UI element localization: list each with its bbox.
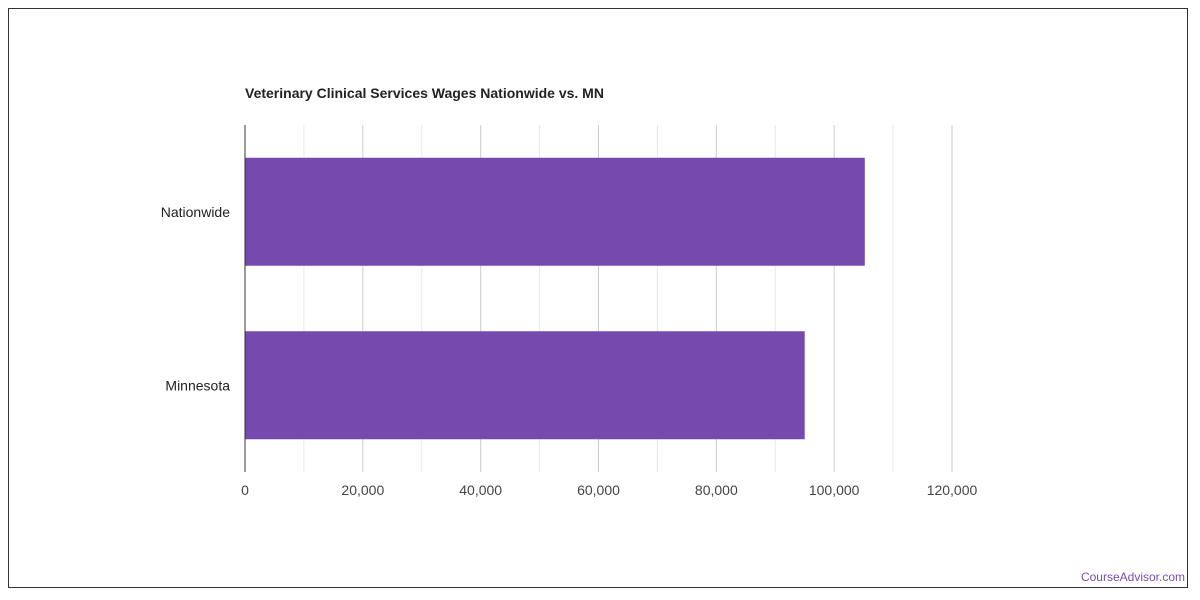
bars [245, 157, 865, 440]
bar-nationwide[interactable] [245, 157, 865, 266]
category-label: Nationwide [161, 204, 230, 220]
category-label: Minnesota [165, 377, 230, 393]
x-tick-label: 80,000 [695, 482, 738, 498]
category-labels: Nationwide Minnesota [161, 204, 230, 394]
x-tick-label: 100,000 [809, 482, 860, 498]
x-tick-label: 40,000 [459, 482, 502, 498]
chart-title: Veterinary Clinical Services Wages Natio… [245, 85, 604, 101]
brand-watermark[interactable]: CourseAdvisor.com [1080, 570, 1185, 584]
x-tick-label: 0 [241, 482, 249, 498]
x-tick-label: 60,000 [577, 482, 620, 498]
x-axis-tick-labels: 0 20,000 40,000 60,000 80,000 100,000 120,000 [241, 482, 977, 498]
x-tick-label: 20,000 [341, 482, 384, 498]
x-tick-label: 120,000 [927, 482, 978, 498]
bar-minnesota[interactable] [245, 331, 805, 440]
